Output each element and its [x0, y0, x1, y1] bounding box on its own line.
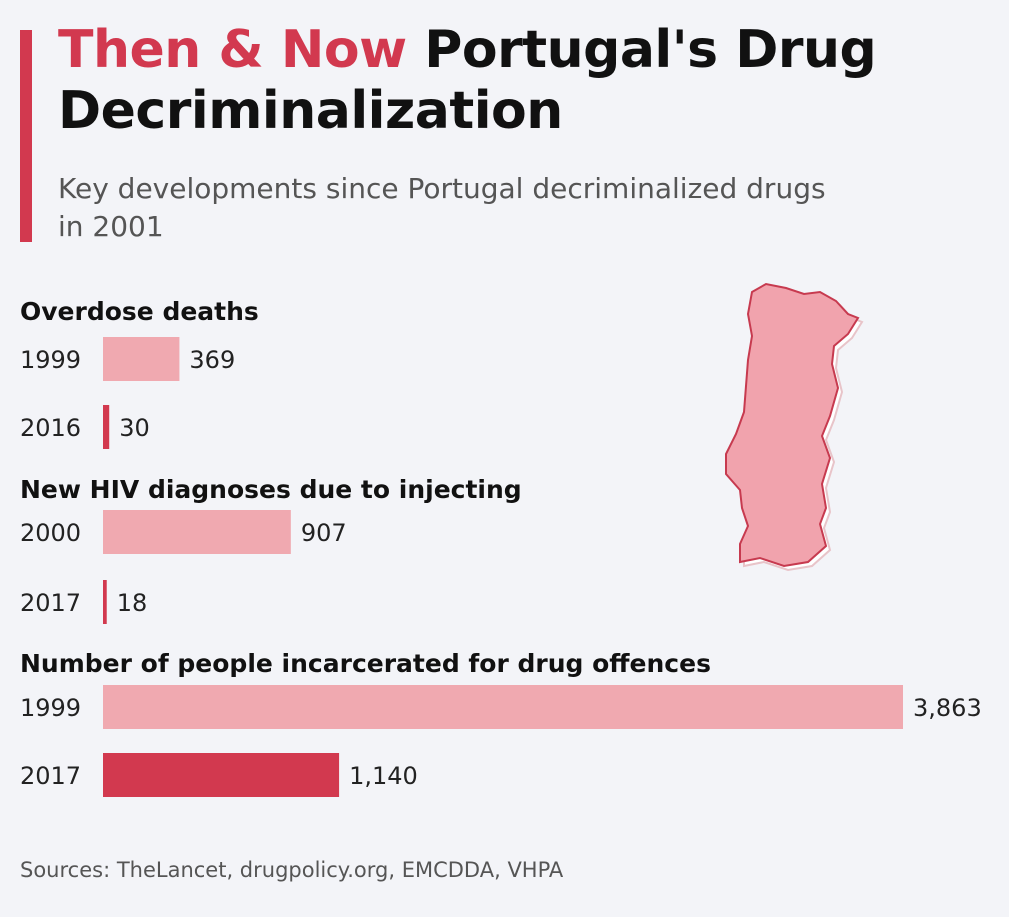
accent-bar: [20, 30, 32, 242]
year-label: 2017: [20, 589, 81, 617]
bar-then-1999: [103, 337, 180, 381]
bar-now-2017: [103, 580, 107, 624]
map-shape: [725, 282, 860, 568]
value-label: 1,140: [349, 762, 418, 790]
value-label: 30: [119, 414, 150, 442]
value-label: 369: [189, 346, 235, 374]
bar-then-2000: [103, 510, 291, 554]
bar-now-2016: [103, 405, 110, 449]
year-label: 1999: [20, 694, 81, 722]
section-title: Number of people incarcerated for drug o…: [20, 649, 711, 678]
section-title: Overdose deaths: [20, 297, 259, 326]
year-label: 1999: [20, 346, 81, 374]
year-label: 2000: [20, 519, 81, 547]
year-label: 2016: [20, 414, 81, 442]
value-label: 3,863: [913, 694, 982, 722]
title-main: Portugal's Drug Decriminalization: [58, 20, 877, 141]
page-title: Then & Now Portugal's Drug Decriminaliza…: [58, 20, 1009, 142]
value-label: 907: [301, 519, 347, 547]
source-note: Sources: TheLancet, drugpolicy.org, EMCD…: [20, 858, 564, 882]
subtitle: Key developments since Portugal decrimin…: [58, 172, 826, 243]
portugal-map-icon: [725, 282, 864, 572]
section-title: New HIV diagnoses due to injecting: [20, 475, 522, 504]
year-label: 2017: [20, 762, 81, 790]
bar-then-1999: [103, 685, 903, 729]
value-label: 18: [117, 589, 148, 617]
title-accent: Then & Now: [58, 20, 407, 80]
bar-now-2017: [103, 753, 340, 797]
